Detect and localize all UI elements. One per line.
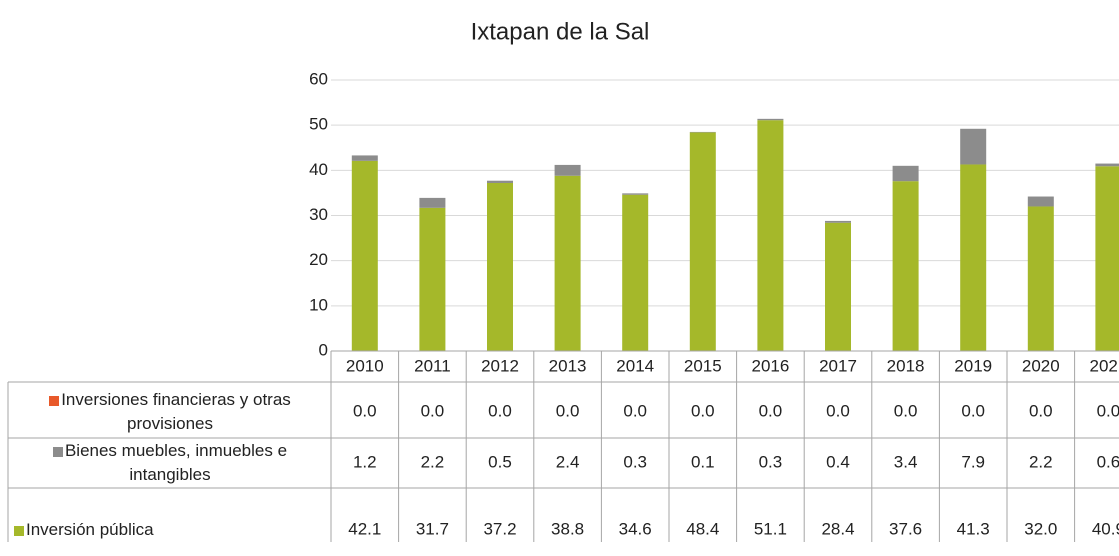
- table-value: 32.0: [1024, 519, 1057, 538]
- bar-segment: [893, 166, 919, 181]
- bar-segment: [757, 119, 783, 120]
- table-value: 0.0: [826, 401, 850, 420]
- table-value: 37.6: [889, 519, 922, 538]
- bar-segment: [555, 165, 581, 176]
- legend-label: Inversión pública: [14, 518, 154, 542]
- table-value: 51.1: [754, 519, 787, 538]
- chart-title: Ixtapan de la Sal: [471, 18, 650, 45]
- table-value: 0.0: [759, 401, 783, 420]
- table-value: 2.2: [1029, 452, 1053, 471]
- table-value: 2.2: [421, 452, 445, 471]
- bar-segment: [487, 181, 513, 183]
- bar-segment: [419, 208, 445, 351]
- x-tick-label: 2020: [1022, 356, 1060, 375]
- bar-segment: [690, 132, 716, 351]
- bar-segment: [757, 120, 783, 351]
- table-value: 0.5: [488, 452, 512, 471]
- y-tick-label: 40: [309, 160, 328, 179]
- bar-segment: [419, 198, 445, 208]
- x-tick-label: 2018: [887, 356, 925, 375]
- y-tick-label: 30: [309, 205, 328, 224]
- table-value: 0.4: [826, 452, 850, 471]
- table-value: 0.3: [759, 452, 783, 471]
- bar-segment: [1095, 166, 1119, 351]
- y-tick-label: 0: [319, 340, 328, 359]
- table-value: 28.4: [821, 519, 854, 538]
- table-value: 0.0: [421, 401, 445, 420]
- legend-text: Bienes muebles, inmuebles e intangibles: [65, 441, 287, 484]
- bar-segment: [352, 161, 378, 351]
- x-tick-label: 2011: [414, 356, 451, 375]
- bar-segment: [1028, 206, 1054, 351]
- bar-segment: [352, 155, 378, 160]
- legend-label: Bienes muebles, inmuebles e intangibles: [10, 439, 330, 487]
- table-value: 0.0: [894, 401, 918, 420]
- legend-entry: Bienes muebles, inmuebles e intangibles: [10, 437, 330, 489]
- x-tick-label: 2010: [346, 356, 384, 375]
- bar-segment: [1095, 164, 1119, 167]
- legend-entry: Inversiones financieras y otras provisio…: [10, 386, 330, 438]
- table-value: 40.9: [1092, 519, 1119, 538]
- table-value: 0.3: [623, 452, 647, 471]
- x-tick-label: 2012: [481, 356, 519, 375]
- legend-key: [14, 526, 24, 536]
- legend-key: [49, 396, 59, 406]
- x-tick-label: 2014: [616, 356, 654, 375]
- table-value: 0.0: [691, 401, 715, 420]
- table-value: 42.1: [348, 519, 381, 538]
- table-value: 0.0: [353, 401, 377, 420]
- bar-segment: [622, 193, 648, 194]
- y-tick-label: 50: [309, 115, 328, 134]
- table-value: 0.1: [691, 452, 715, 471]
- table-value: 1.2: [353, 452, 377, 471]
- table-value: 0.6: [1097, 452, 1119, 471]
- x-tick-label: 2021: [1089, 356, 1119, 375]
- bar-segment: [555, 176, 581, 351]
- table-value: 31.7: [416, 519, 449, 538]
- page: Ixtapan de la Sal 0 10 20 30 40 50 60 2010 2011 2…: [0, 0, 1119, 542]
- table-value: 7.9: [961, 452, 985, 471]
- table-value: 0.0: [556, 401, 580, 420]
- x-tick-label: 2016: [751, 356, 789, 375]
- y-tick-label: 10: [309, 295, 328, 314]
- table-value: 3.4: [894, 452, 918, 471]
- table-value: 0.0: [1097, 401, 1119, 420]
- bar-segment: [825, 223, 851, 351]
- bar-segment: [893, 181, 919, 351]
- table-value: 37.2: [483, 519, 516, 538]
- legend-key: [53, 447, 63, 457]
- table-value: 0.0: [1029, 401, 1053, 420]
- table-value: 0.0: [488, 401, 512, 420]
- x-tick-label: 2015: [684, 356, 722, 375]
- bar-segment: [1028, 197, 1054, 207]
- legend-entry: Inversión pública: [14, 504, 334, 556]
- legend-label: Inversiones financieras y otras provisio…: [10, 388, 330, 436]
- table-value: 48.4: [686, 519, 719, 538]
- table-value: 34.6: [619, 519, 652, 538]
- table-value: 0.0: [961, 401, 985, 420]
- y-tick-label: 20: [309, 250, 328, 269]
- x-tick-label: 2013: [549, 356, 587, 375]
- table-value: 2.4: [556, 452, 580, 471]
- x-tick-label: 2017: [819, 356, 857, 375]
- bar-segment: [825, 221, 851, 223]
- x-tick-label: 2019: [954, 356, 992, 375]
- table-value: 0.0: [623, 401, 647, 420]
- legend-text: Inversiones financieras y otras provisio…: [61, 390, 291, 433]
- legend-text: Inversión pública: [26, 520, 154, 539]
- y-tick-label: 60: [309, 69, 328, 88]
- bar-segment: [622, 195, 648, 351]
- bar-segment: [960, 129, 986, 165]
- bar-segment: [960, 164, 986, 351]
- bar-segment: [487, 183, 513, 351]
- table-value: 38.8: [551, 519, 584, 538]
- table-value: 41.3: [957, 519, 990, 538]
